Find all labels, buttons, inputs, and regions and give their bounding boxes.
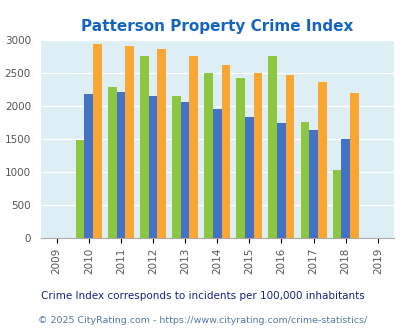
Bar bbox=[277, 123, 285, 238]
Bar bbox=[341, 139, 349, 238]
Bar bbox=[221, 65, 230, 238]
Bar bbox=[189, 56, 198, 238]
Bar bbox=[140, 56, 148, 238]
Bar bbox=[148, 96, 157, 238]
Title: Patterson Property Crime Index: Patterson Property Crime Index bbox=[81, 19, 352, 34]
Bar bbox=[309, 130, 317, 238]
Text: © 2025 CityRating.com - https://www.cityrating.com/crime-statistics/: © 2025 CityRating.com - https://www.city… bbox=[38, 316, 367, 325]
Bar bbox=[108, 87, 116, 238]
Bar bbox=[349, 93, 358, 238]
Bar bbox=[244, 117, 253, 238]
Bar bbox=[93, 44, 102, 238]
Bar bbox=[285, 75, 294, 238]
Bar bbox=[212, 109, 221, 238]
Text: Crime Index corresponds to incidents per 100,000 inhabitants: Crime Index corresponds to incidents per… bbox=[41, 291, 364, 301]
Bar bbox=[332, 170, 341, 238]
Bar bbox=[84, 94, 93, 238]
Bar bbox=[268, 56, 277, 238]
Bar bbox=[116, 92, 125, 238]
Bar bbox=[157, 49, 166, 238]
Bar bbox=[236, 78, 244, 238]
Bar bbox=[300, 122, 309, 238]
Bar bbox=[125, 46, 134, 238]
Bar bbox=[317, 82, 326, 238]
Bar bbox=[253, 73, 262, 238]
Bar bbox=[204, 73, 212, 238]
Bar bbox=[76, 140, 84, 238]
Bar bbox=[180, 102, 189, 238]
Bar bbox=[172, 96, 180, 238]
